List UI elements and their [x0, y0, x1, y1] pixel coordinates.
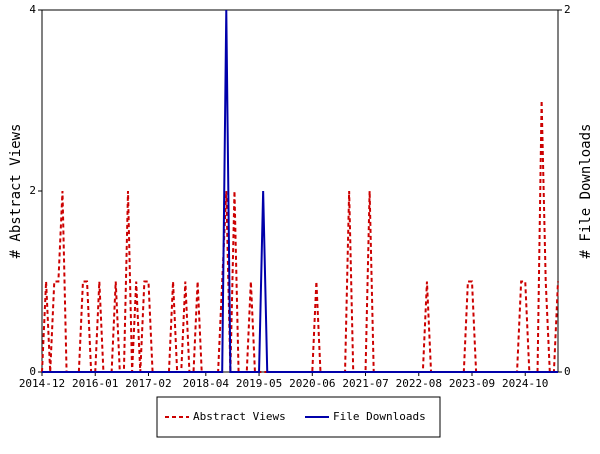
y-axis-label: # Abstract Views	[8, 124, 24, 259]
series-line	[41, 100, 559, 373]
x-tick-label: 2018-04	[183, 377, 230, 390]
x-tick-label: 2016-01	[72, 377, 118, 390]
y2-tick-label: 0	[564, 365, 571, 378]
y2-axis-label: # File Downloads	[578, 124, 594, 259]
legend-box	[156, 396, 441, 438]
x-tick-label: 2017-02	[125, 377, 171, 390]
y-tick-label: 2	[29, 184, 36, 197]
x-tick-label: 2020-06	[289, 377, 335, 390]
x-tick-label: 2019-05	[236, 377, 282, 390]
legend-label: Abstract Views	[193, 410, 286, 423]
y-tick-label: 4	[29, 3, 36, 16]
plot-frame	[41, 9, 559, 373]
y2-tick-label: 2	[564, 3, 571, 16]
x-tick-label: 2022-08	[396, 377, 442, 390]
series-line	[42, 9, 558, 373]
x-tick-label: 2024-10	[502, 377, 548, 390]
y-tick-label: 0	[29, 365, 36, 378]
x-tick-label: 2021-07	[342, 377, 388, 390]
x-tick-label: 2014-12	[19, 377, 65, 390]
x-tick-label: 2023-09	[449, 377, 495, 390]
legend-label: File Downloads	[333, 410, 426, 423]
